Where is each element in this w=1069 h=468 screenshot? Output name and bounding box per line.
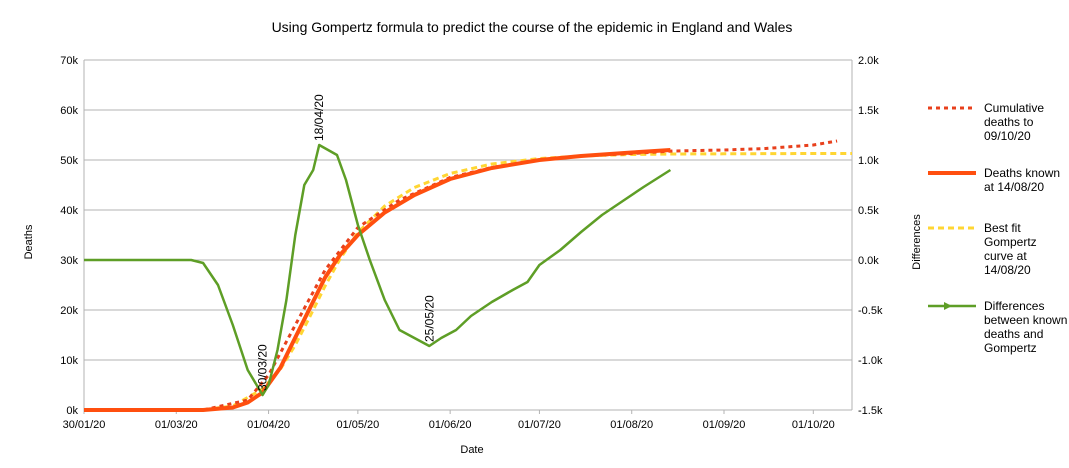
x-axis-label: Date: [460, 444, 483, 456]
axes: [83, 60, 853, 410]
x-tick-label: 01/04/20: [247, 419, 290, 431]
x-tick-label: 01/05/20: [336, 419, 379, 431]
annotation-label: 25/05/20: [422, 295, 436, 342]
legend-label-0: Cumulative deaths to 09/10/20: [984, 101, 1044, 143]
series-line-2: [83, 152, 852, 412]
y-tick-label: 20k: [60, 305, 78, 317]
legend-label-3: Differences between known deaths and Gomper…: [984, 299, 1067, 355]
x-tick-label: 01/09/20: [703, 419, 746, 431]
y-tick-label: 50k: [60, 155, 78, 167]
gridlines: [84, 59, 852, 411]
y2-tick-label: -1.5k: [858, 405, 883, 417]
y2-tick-label: -0.5k: [858, 305, 883, 317]
series-lines: [83, 139, 852, 412]
legend-label-2: Best fit Gompertz curve at 14/08/20: [984, 221, 1037, 277]
y2-axis-ticks: -1.5k -1.0k -0.5k 0.0k 0.5k 1.0k 1.5k 2.0k: [858, 55, 883, 417]
y2-tick-label: -1.0k: [858, 355, 883, 367]
y2-tick-label: 1.5k: [858, 105, 879, 117]
series-line-1: [84, 148, 671, 412]
y2-tick-label: 0.5k: [858, 205, 879, 217]
y2-tick-label: 2.0k: [858, 55, 879, 67]
x-tick-label: 01/07/20: [518, 419, 561, 431]
y-tick-label: 10k: [60, 355, 78, 367]
chart-title: Using Gompertz formula to predict the co…: [272, 19, 793, 35]
legend-label-1: Deaths known at 14/08/20: [984, 166, 1060, 194]
x-tick-label: 30/01/20: [63, 419, 106, 431]
x-tick-label: 01/03/20: [155, 419, 198, 431]
x-axis-ticks: 30/01/20 01/03/20 01/04/20 01/05/20 01/06/20…: [63, 410, 835, 431]
annotation-label: 30/03/20: [256, 344, 270, 391]
legend-marker-3: [944, 302, 952, 310]
y-tick-label: 30k: [60, 255, 78, 267]
series-line-0: [84, 139, 838, 412]
x-tick-label: 01/06/20: [429, 419, 472, 431]
annotations: 30/03/20 18/04/20 25/05/20: [256, 94, 437, 391]
y-axis-ticks: 0k 10k 20k 30k 40k 50k 60k 70k: [60, 55, 78, 417]
series-line-3: [84, 143, 672, 397]
y-tick-label: 0k: [66, 405, 78, 417]
x-tick-label: 01/08/20: [610, 419, 653, 431]
y2-tick-label: 1.0k: [858, 155, 879, 167]
x-tick-label: 01/10/20: [792, 419, 835, 431]
y-tick-label: 40k: [60, 205, 78, 217]
legend: Cumulative deaths to 09/10/20 Deaths known a…: [928, 101, 1067, 355]
y2-tick-label: 0.0k: [858, 255, 879, 267]
y-axis-label: Deaths: [23, 224, 35, 259]
y-tick-label: 60k: [60, 105, 78, 117]
annotation-label: 18/04/20: [312, 94, 326, 141]
y-tick-label: 70k: [60, 55, 78, 67]
y2-axis-label: Differences: [911, 214, 923, 270]
